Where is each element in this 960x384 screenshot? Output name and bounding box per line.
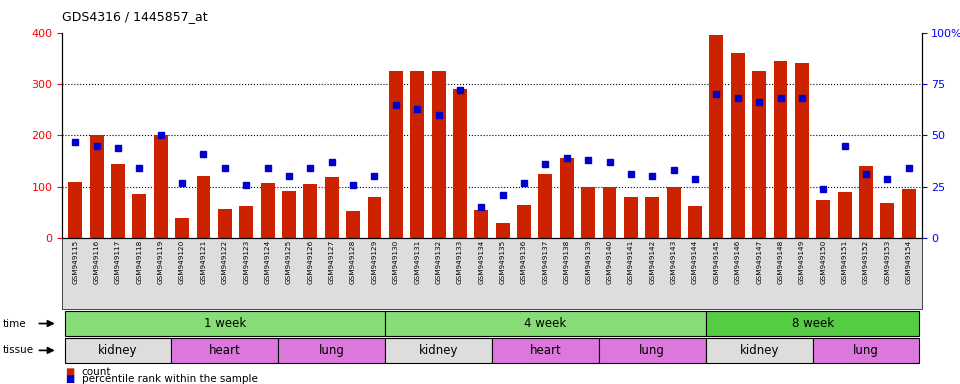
Text: GSM949127: GSM949127 bbox=[328, 240, 335, 284]
Text: GSM949151: GSM949151 bbox=[842, 240, 848, 284]
Text: GSM949135: GSM949135 bbox=[500, 240, 506, 284]
Bar bbox=[303, 184, 317, 238]
Text: GSM949134: GSM949134 bbox=[478, 240, 484, 284]
Text: GSM949143: GSM949143 bbox=[671, 240, 677, 284]
Text: GSM949154: GSM949154 bbox=[906, 240, 912, 284]
Bar bbox=[89, 136, 104, 238]
Bar bbox=[901, 189, 916, 238]
Bar bbox=[838, 192, 852, 238]
Text: GSM949150: GSM949150 bbox=[820, 240, 827, 284]
Text: GSM949145: GSM949145 bbox=[713, 240, 719, 284]
Text: GSM949144: GSM949144 bbox=[692, 240, 698, 284]
Text: GSM949121: GSM949121 bbox=[201, 240, 206, 284]
Bar bbox=[495, 223, 510, 238]
Bar bbox=[688, 206, 702, 238]
Text: tissue: tissue bbox=[3, 345, 34, 356]
Bar bbox=[774, 61, 787, 238]
Bar bbox=[603, 187, 616, 238]
Text: GSM949129: GSM949129 bbox=[372, 240, 377, 284]
Text: GSM949137: GSM949137 bbox=[542, 240, 548, 284]
Text: percentile rank within the sample: percentile rank within the sample bbox=[82, 374, 257, 384]
Bar bbox=[517, 205, 531, 238]
Text: ■: ■ bbox=[65, 367, 75, 377]
Bar bbox=[539, 174, 552, 238]
Text: GSM949131: GSM949131 bbox=[414, 240, 420, 284]
Bar bbox=[282, 191, 296, 238]
Bar bbox=[132, 194, 146, 238]
Bar bbox=[260, 183, 275, 238]
Bar bbox=[581, 187, 595, 238]
Bar bbox=[175, 217, 189, 238]
Text: GSM949136: GSM949136 bbox=[521, 240, 527, 284]
Text: GSM949152: GSM949152 bbox=[863, 240, 869, 284]
Bar bbox=[239, 206, 253, 238]
Text: lung: lung bbox=[639, 344, 665, 357]
Text: GSM949120: GSM949120 bbox=[180, 240, 185, 284]
Bar bbox=[154, 136, 168, 238]
Text: GSM949130: GSM949130 bbox=[393, 240, 398, 284]
Bar bbox=[453, 89, 467, 238]
Text: kidney: kidney bbox=[98, 344, 137, 357]
Text: GSM949140: GSM949140 bbox=[607, 240, 612, 284]
Bar bbox=[816, 200, 830, 238]
Bar bbox=[197, 177, 210, 238]
Text: GSM949148: GSM949148 bbox=[778, 240, 783, 284]
Bar bbox=[474, 210, 489, 238]
Text: GSM949146: GSM949146 bbox=[734, 240, 741, 284]
Text: GSM949142: GSM949142 bbox=[649, 240, 656, 284]
Bar bbox=[111, 164, 125, 238]
Text: GSM949118: GSM949118 bbox=[136, 240, 142, 284]
Bar bbox=[432, 71, 445, 238]
Bar bbox=[667, 187, 681, 238]
Text: GDS4316 / 1445857_at: GDS4316 / 1445857_at bbox=[62, 10, 208, 23]
Text: GSM949138: GSM949138 bbox=[564, 240, 570, 284]
Text: heart: heart bbox=[530, 344, 562, 357]
Text: GSM949139: GSM949139 bbox=[586, 240, 591, 284]
Bar bbox=[218, 209, 231, 238]
Text: GSM949116: GSM949116 bbox=[93, 240, 100, 284]
Bar bbox=[410, 71, 424, 238]
Text: GSM949132: GSM949132 bbox=[436, 240, 442, 284]
Bar bbox=[859, 166, 873, 238]
Text: GSM949147: GSM949147 bbox=[756, 240, 762, 284]
Bar bbox=[709, 35, 724, 238]
Text: kidney: kidney bbox=[419, 344, 458, 357]
Text: 8 week: 8 week bbox=[792, 317, 833, 330]
Text: heart: heart bbox=[209, 344, 241, 357]
Bar bbox=[560, 159, 574, 238]
Text: kidney: kidney bbox=[739, 344, 779, 357]
Bar bbox=[347, 211, 360, 238]
Bar bbox=[731, 53, 745, 238]
Text: lung: lung bbox=[853, 344, 879, 357]
Text: ■: ■ bbox=[65, 374, 75, 384]
Text: GSM949149: GSM949149 bbox=[799, 240, 804, 284]
Text: time: time bbox=[3, 318, 27, 329]
Text: 1 week: 1 week bbox=[204, 317, 246, 330]
Bar bbox=[880, 203, 895, 238]
Bar bbox=[795, 63, 809, 238]
Bar bbox=[389, 71, 403, 238]
Bar bbox=[624, 197, 637, 238]
Text: GSM949122: GSM949122 bbox=[222, 240, 228, 284]
Bar bbox=[68, 182, 83, 238]
Bar bbox=[368, 197, 381, 238]
Text: GSM949115: GSM949115 bbox=[72, 240, 78, 284]
Text: lung: lung bbox=[319, 344, 345, 357]
Text: GSM949117: GSM949117 bbox=[115, 240, 121, 284]
Text: GSM949125: GSM949125 bbox=[286, 240, 292, 284]
Bar bbox=[324, 177, 339, 238]
Text: GSM949128: GSM949128 bbox=[350, 240, 356, 284]
Text: GSM949133: GSM949133 bbox=[457, 240, 463, 284]
Text: count: count bbox=[82, 367, 111, 377]
Text: GSM949153: GSM949153 bbox=[884, 240, 891, 284]
Text: 4 week: 4 week bbox=[524, 317, 566, 330]
Text: GSM949119: GSM949119 bbox=[157, 240, 164, 284]
Text: GSM949124: GSM949124 bbox=[265, 240, 271, 284]
Bar bbox=[645, 197, 660, 238]
Bar bbox=[753, 71, 766, 238]
Text: GSM949123: GSM949123 bbox=[243, 240, 250, 284]
Text: GSM949126: GSM949126 bbox=[307, 240, 313, 284]
Text: GSM949141: GSM949141 bbox=[628, 240, 634, 284]
